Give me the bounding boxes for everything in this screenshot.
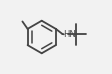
Text: HN: HN bbox=[63, 30, 76, 39]
